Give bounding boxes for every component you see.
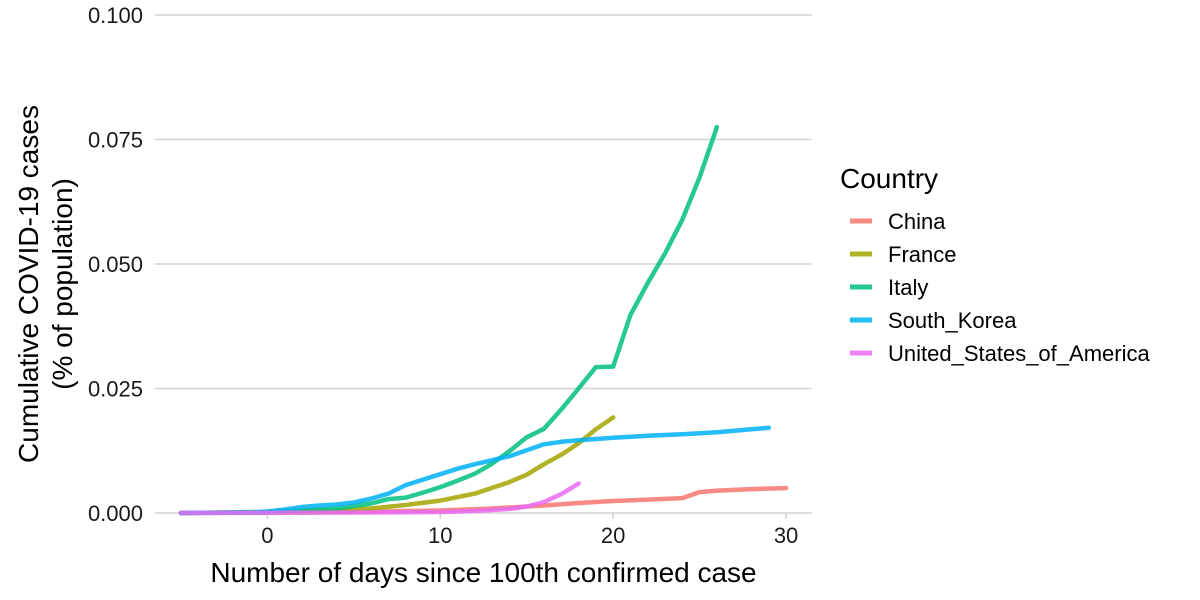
legend-label: France (888, 242, 956, 267)
series-line-south-korea (178, 425, 772, 516)
y-tick-label: 0.075 (88, 128, 143, 153)
axes: 0.000 0.025 0.050 0.075 0.100 0 10 20 30 (88, 3, 798, 548)
series-line-italy (178, 124, 720, 516)
y-axis-title: Cumulative COVID-19 cases (13, 105, 44, 463)
gridlines (155, 14, 812, 514)
legend-label: South_Korea (888, 308, 1017, 333)
x-tick-label: 30 (774, 523, 798, 548)
legend-label: Italy (888, 275, 928, 300)
x-tick-label: 20 (601, 523, 625, 548)
y-tick-label: 0.050 (88, 252, 143, 277)
x-tick-label: 0 (261, 523, 273, 548)
series-lines (178, 124, 789, 516)
series-line-united-states-of-america (178, 481, 581, 516)
x-tick-label: 10 (428, 523, 452, 548)
series-line-france (178, 415, 616, 516)
legend-label: China (888, 209, 946, 234)
legend-title: Country (840, 163, 938, 194)
y-tick-label: 0.000 (88, 501, 143, 526)
legend-label: United_States_of_America (888, 341, 1150, 366)
y-axis-subtitle: (% of population) (47, 178, 78, 390)
y-tick-label: 0.025 (88, 377, 143, 402)
x-axis-title: Number of days since 100th confirmed cas… (210, 557, 756, 588)
legend: Country China France Italy South_Korea Unite… (840, 163, 1150, 366)
y-tick-label: 0.100 (88, 3, 143, 28)
